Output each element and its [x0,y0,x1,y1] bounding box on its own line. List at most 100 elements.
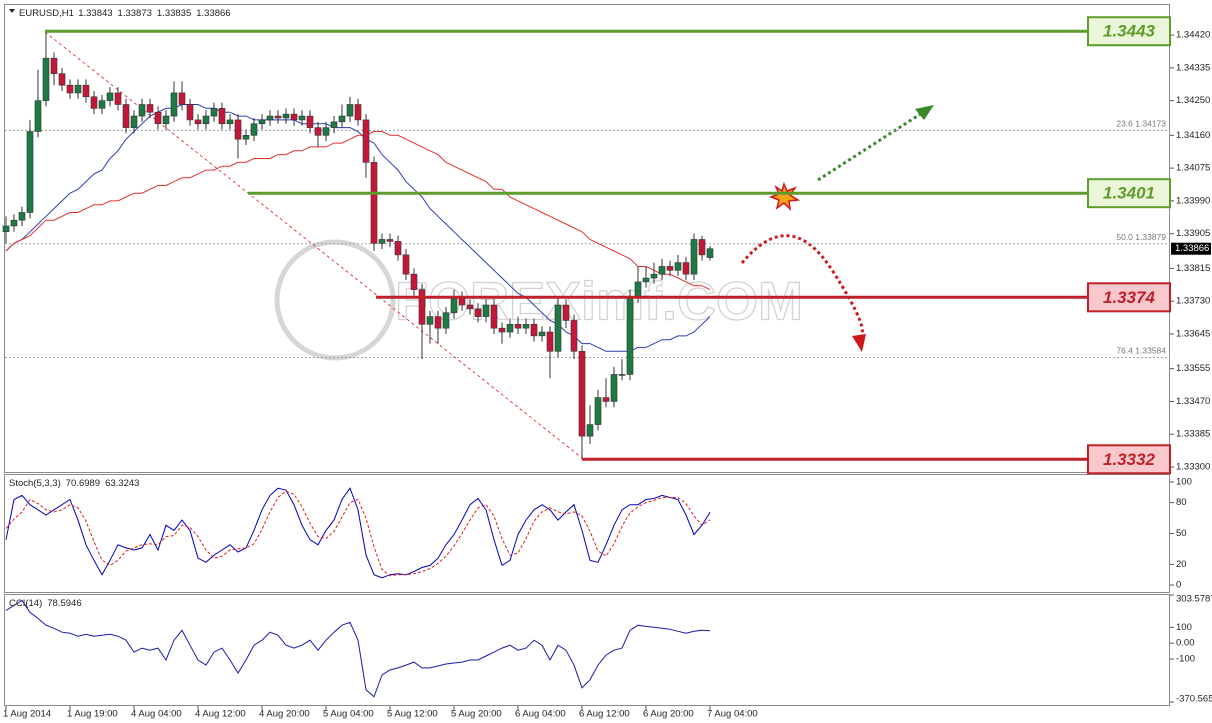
series-line [5,487,711,579]
candle-body [698,239,706,256]
candle-body [522,324,530,329]
y-tick-label: 1.34075 [1176,163,1210,174]
level-label: 1.3443 [1103,22,1156,41]
candle-body [178,92,186,105]
candle-body [58,73,66,86]
candle-body [106,92,114,101]
y-tick-label: 1.34335 [1176,62,1210,73]
y-tick-label: 1.33990 [1176,195,1210,206]
candle-body [562,304,570,321]
y-tick-label: 1.33815 [1176,263,1210,274]
header-value: 63.3243 [105,478,139,489]
y-tick-label: 0.00 [1176,638,1195,649]
level-box [1087,444,1171,475]
breakout-star [768,181,801,212]
y-tick-label: 1.33300 [1176,462,1210,473]
x-tick-label: 4 Aug 20:00 [259,709,310,720]
y-tick-label: 1.33470 [1176,396,1210,407]
candle-body [218,108,226,125]
candle-body [34,100,42,132]
candle-body [10,219,18,227]
candle-body [274,115,282,119]
y-tick-label: 1.33555 [1176,363,1210,374]
candle-body [314,127,322,136]
y-tick-label: 1.34420 [1176,30,1210,41]
x-tick-label: 1 Aug 19:00 [67,709,118,720]
x-tick-label: 6 Aug 12:00 [579,709,630,720]
level-box [1087,178,1171,209]
cci-panel-frame [4,594,1170,706]
y-tick-label: 303.5787 [1176,594,1212,605]
candle-body [578,350,586,437]
candle-body [378,239,386,244]
y-tick-label: -100 [1176,654,1195,665]
y-tick-label: -370.565 [1176,694,1212,705]
x-tick-label: 5 Aug 12:00 [387,709,438,720]
header-title: CCI(14) [9,598,42,609]
y-tick-label: 1.34250 [1176,95,1210,106]
candle-body [138,104,146,117]
candle-body [42,57,50,101]
candle-body [210,108,218,117]
y-tick-label: 20 [1176,559,1187,570]
y-tick-label: 80 [1176,497,1187,508]
candle-body [98,100,106,109]
x-tick-label: 1 Aug 2014 [3,709,51,720]
candle-body [282,113,290,119]
candle-body [410,273,418,290]
fib-label: 23.6 1.34173 [1116,119,1166,129]
y-tick-label: 1.33645 [1176,328,1210,339]
x-tick-label: 4 Aug 12:00 [195,709,246,720]
candle-body [234,119,242,140]
current-price-box [1171,242,1211,255]
watermark: FOREXimf.COM [395,271,803,331]
level-label: 1.3374 [1103,288,1156,307]
candle-body [450,297,458,314]
candle-body [2,225,10,233]
candle-body [386,239,394,242]
watermark-logo [274,239,396,361]
candle-body [554,304,562,352]
candle-body [682,262,690,275]
candle-body [442,312,450,329]
candle-body [146,104,154,113]
candle-body [418,289,426,325]
header-title: EURUSD,H1 [19,8,74,19]
candle-body [618,374,626,376]
candle-body [586,424,594,437]
candle-body [90,96,98,109]
candle-body [402,254,410,275]
current-price-label: 1.33866 [1175,243,1209,254]
level-label: 1.3332 [1103,450,1156,469]
candle-body [498,327,506,333]
fib-label: 50.0 1.33879 [1116,232,1166,242]
candle-body [122,104,130,128]
y-tick-label: 50 [1176,528,1187,539]
stoch-panel-frame [4,474,1170,593]
trend-line [44,31,583,459]
level-label: 1.3401 [1103,184,1155,203]
candle-body [322,127,330,136]
candle-body [18,212,26,221]
y-tick-label: 100 [1176,477,1192,488]
x-tick-label: 5 Aug 04:00 [323,709,374,720]
x-tick-label: 6 Aug 04:00 [515,709,566,720]
candle-body [626,297,634,375]
candle-body [346,104,354,117]
x-tick-label: 7 Aug 04:00 [707,709,758,720]
down-arrow-head [852,334,866,352]
candle-body [666,266,674,271]
candle-body [650,273,658,279]
candle-body [642,277,650,283]
menu-triangle [9,9,15,13]
candle-body [50,57,58,74]
candle-body [570,320,578,352]
y-tick-label: 100 [1176,622,1192,633]
header-value: 70.6989 [66,478,100,489]
candle-body [82,84,90,98]
main-panel-frame [4,4,1170,473]
header-value: 1.33866 [196,8,230,19]
y-tick-label: 0 [1176,580,1181,591]
